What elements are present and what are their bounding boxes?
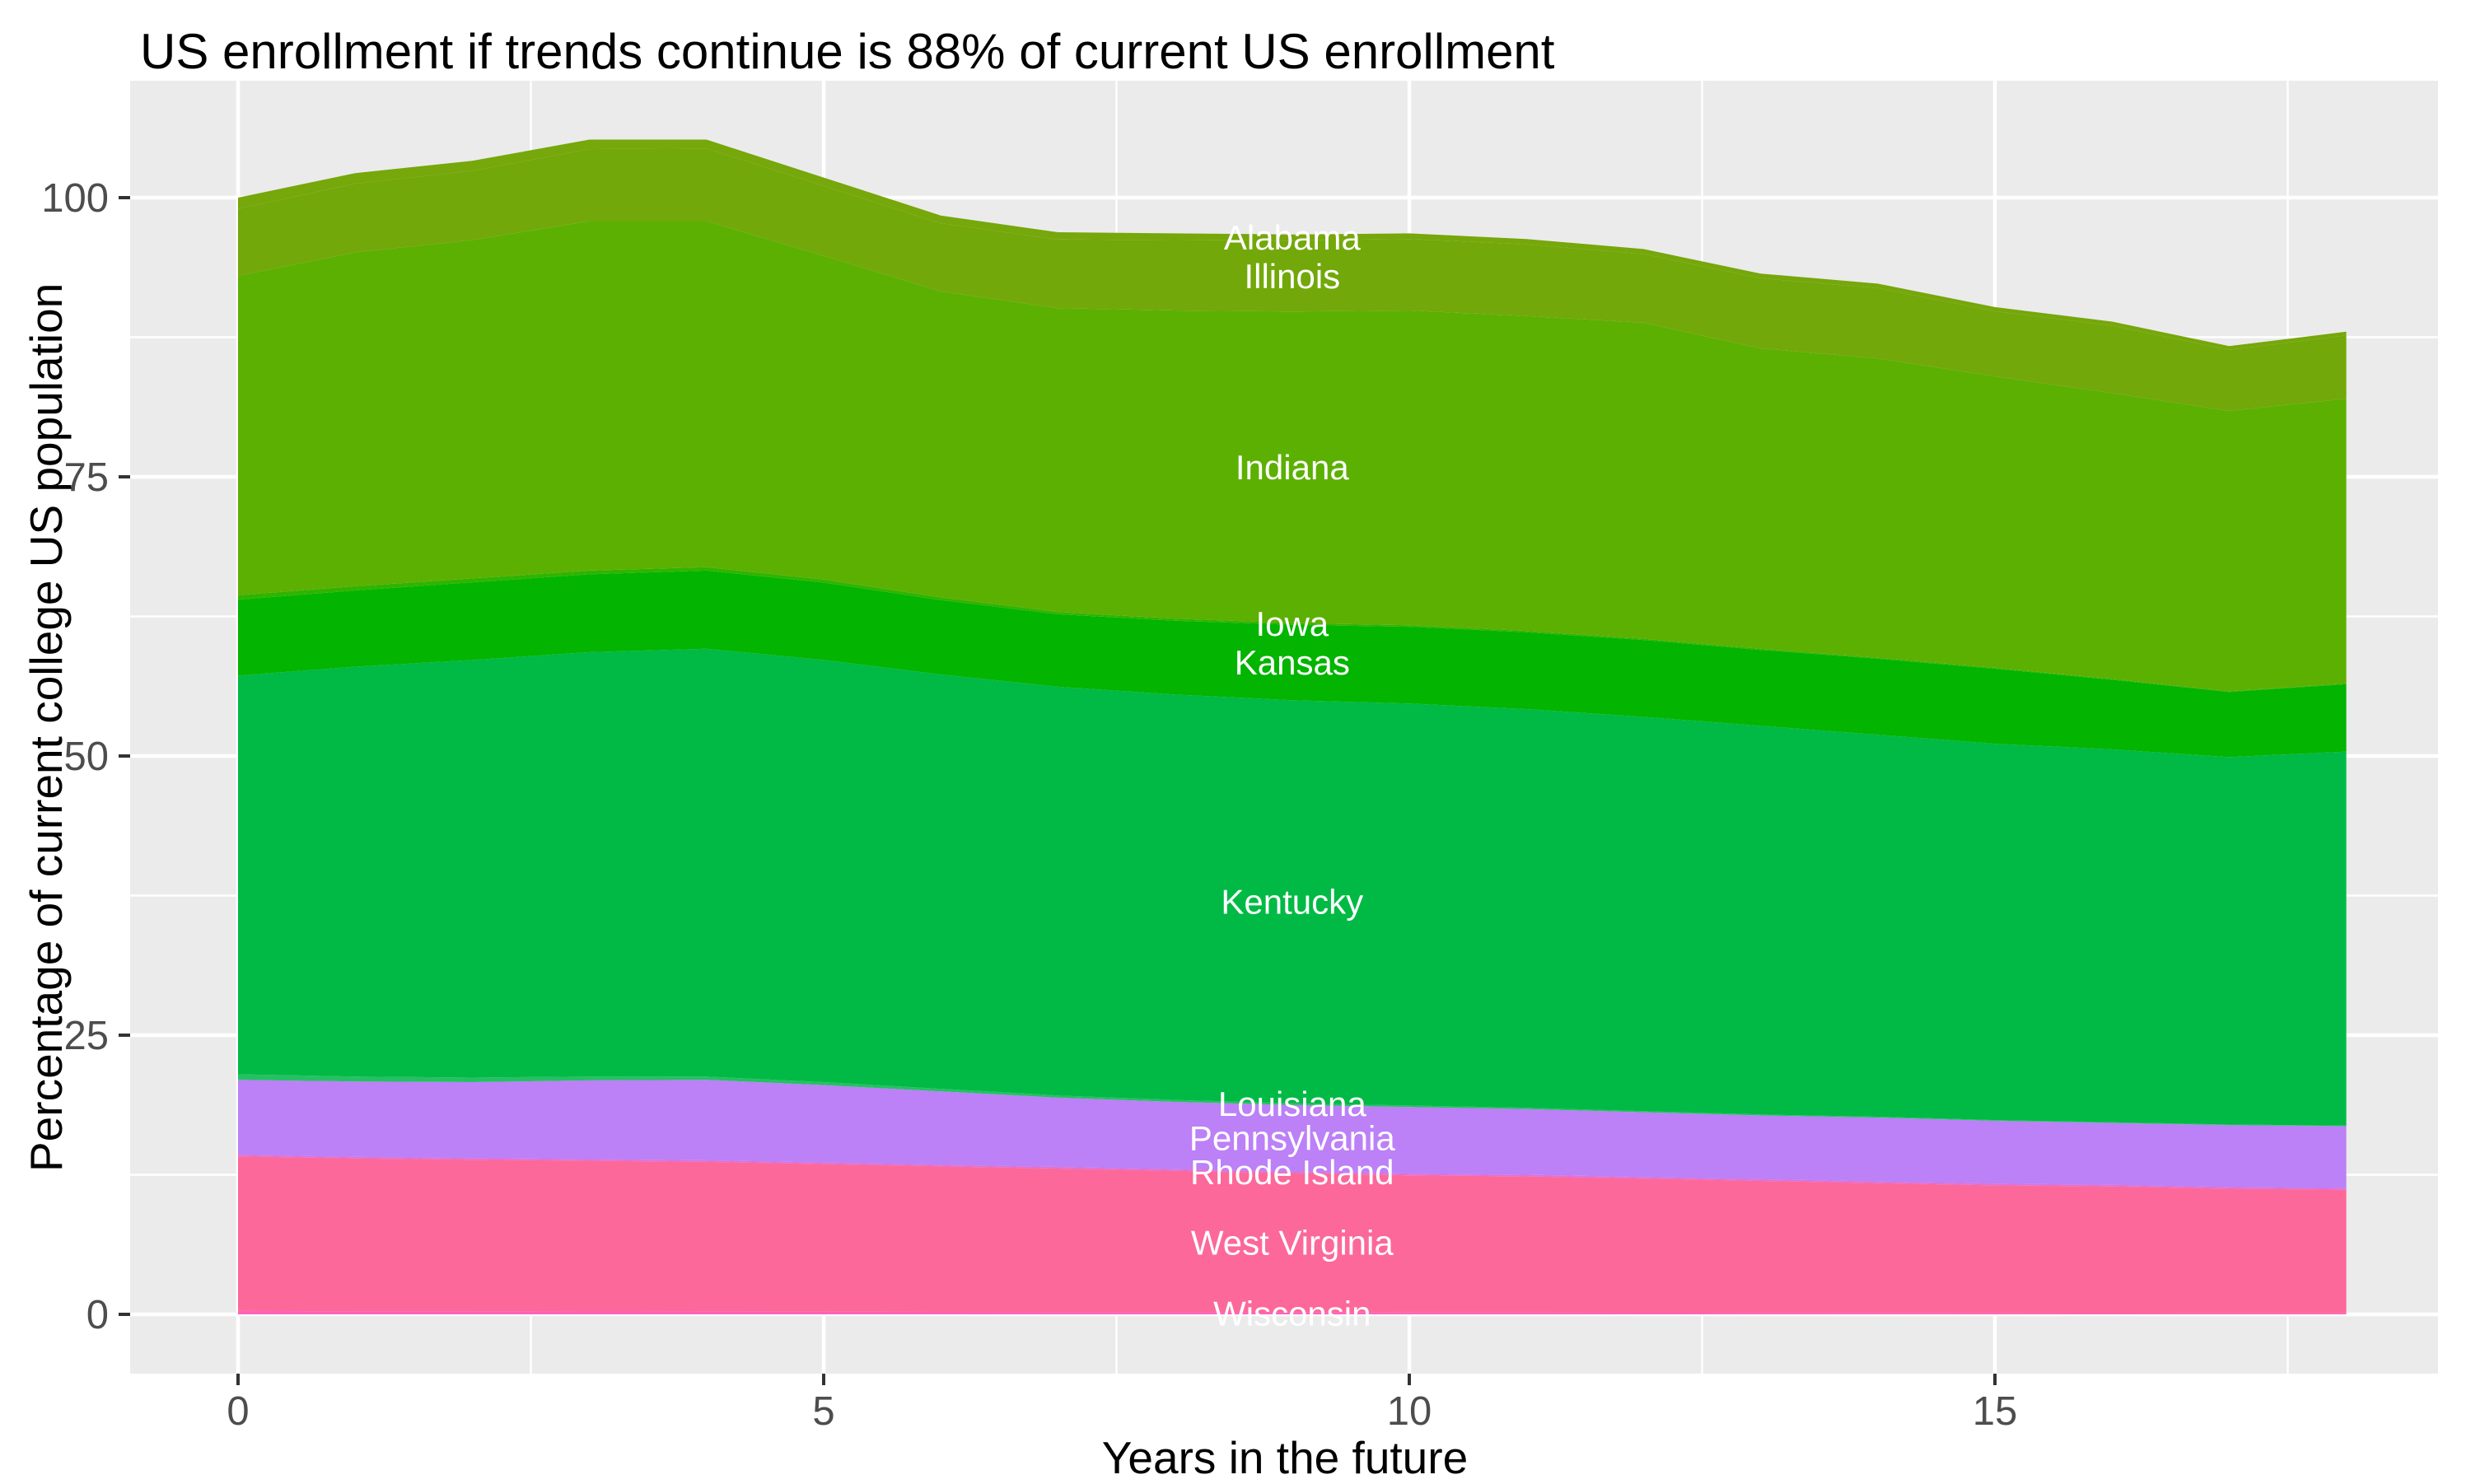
- x-tick-label: 0: [227, 1389, 249, 1434]
- area-pennsylvania: [238, 1080, 2347, 1188]
- state-label-kansas: Kansas: [1235, 643, 1350, 682]
- y-tick-label: 0: [86, 1293, 109, 1337]
- y-tick-label: 100: [41, 176, 109, 221]
- x-tick-label: 5: [812, 1389, 834, 1434]
- state-label-illinois: Illinois: [1244, 257, 1340, 296]
- state-label-iowa: Iowa: [1255, 604, 1329, 643]
- state-label-west-virginia: West Virginia: [1191, 1224, 1394, 1262]
- y-tick-label: 75: [63, 455, 109, 500]
- area-alabama: [238, 139, 2347, 350]
- y-tick-label: 25: [63, 1014, 109, 1058]
- state-label-alabama: Alabama: [1224, 218, 1361, 257]
- state-label-kentucky: Kentucky: [1221, 883, 1363, 922]
- area-indiana: [238, 221, 2347, 692]
- chart-title: US enrollment if trends continue is 88% …: [140, 24, 1555, 79]
- x-axis-title: Years in the future: [1101, 1432, 1469, 1483]
- x-tick-label: 10: [1387, 1389, 1432, 1434]
- area-kentucky: [238, 648, 2347, 1126]
- area-wisconsin: [238, 1310, 2347, 1314]
- area-kansas: [238, 570, 2347, 758]
- state-label-indiana: Indiana: [1236, 448, 1349, 487]
- x-tick-label: 15: [1973, 1389, 2018, 1434]
- area-illinois: [238, 148, 2347, 412]
- state-label-pennsylvania: Pennsylvania: [1189, 1119, 1395, 1158]
- y-tick-label: 50: [63, 735, 109, 779]
- state-label-wisconsin: Wisconsin: [1213, 1294, 1371, 1332]
- state-label-louisiana: Louisiana: [1218, 1085, 1366, 1123]
- state-label-rhode-island: Rhode Island: [1190, 1153, 1394, 1192]
- y-axis-title: Percentage of current college US populat…: [21, 282, 72, 1172]
- area-west-virginia: [238, 1156, 2347, 1314]
- area-rhode-island: [238, 1155, 2347, 1190]
- area-louisiana: [238, 1074, 2347, 1127]
